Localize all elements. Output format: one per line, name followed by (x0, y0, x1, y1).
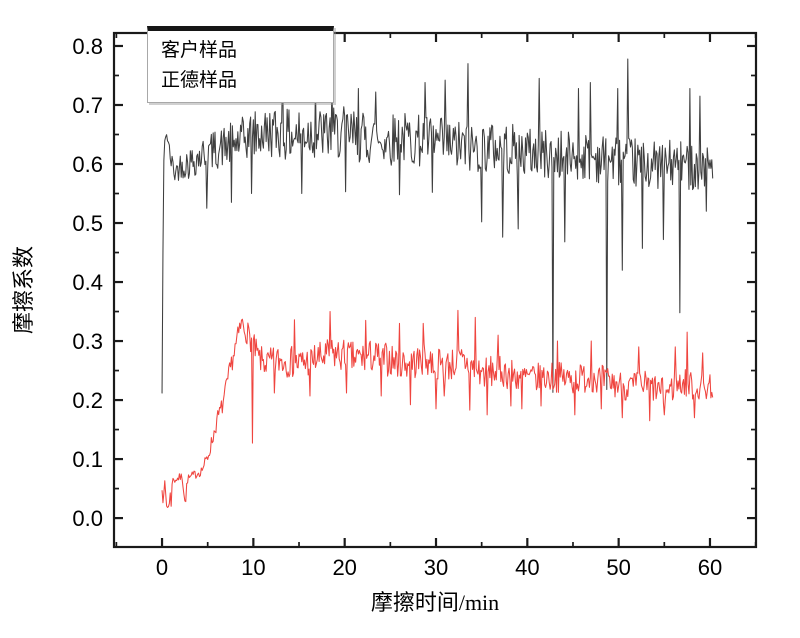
x-tick-label: 60 (698, 555, 722, 580)
x-tick-label: 40 (515, 555, 539, 580)
y-tick-label: 0.0 (72, 506, 103, 531)
y-axis-title: 摩擦系数 (11, 246, 36, 334)
series-zhengde-sample-line (161, 309, 714, 508)
y-tick-label: 0.3 (72, 329, 103, 354)
series-customer-sample-line (161, 58, 714, 394)
y-tick-label: 0.8 (72, 34, 103, 59)
y-tick-label: 0.7 (72, 93, 103, 118)
y-tick-label: 0.5 (72, 211, 103, 236)
x-tick-label: 30 (424, 555, 448, 580)
x-axis-title: 摩擦时间/min (371, 590, 499, 615)
plot-frame (112, 31, 758, 549)
y-tick-label: 0.2 (72, 388, 103, 413)
legend: 客户样品 正德样品 (147, 26, 334, 103)
y-tick-label: 0.6 (72, 152, 103, 177)
y-tick-label: 0.1 (72, 447, 103, 472)
x-tick-label: 10 (241, 555, 265, 580)
x-tick-label: 50 (606, 555, 630, 580)
x-tick-label: 20 (332, 555, 356, 580)
x-tick-label: 0 (156, 555, 168, 580)
y-tick-label: 0.4 (72, 270, 103, 295)
legend-item-customer-sample: 客户样品 (161, 40, 238, 61)
plot-area: 0 10 20 30 40 50 60 0.0 0.1 0.2 0.3 0.4 0.5 0.6 0.7 0.8 (72, 31, 758, 580)
legend-item-zhengde-sample: 正德样品 (161, 70, 238, 91)
